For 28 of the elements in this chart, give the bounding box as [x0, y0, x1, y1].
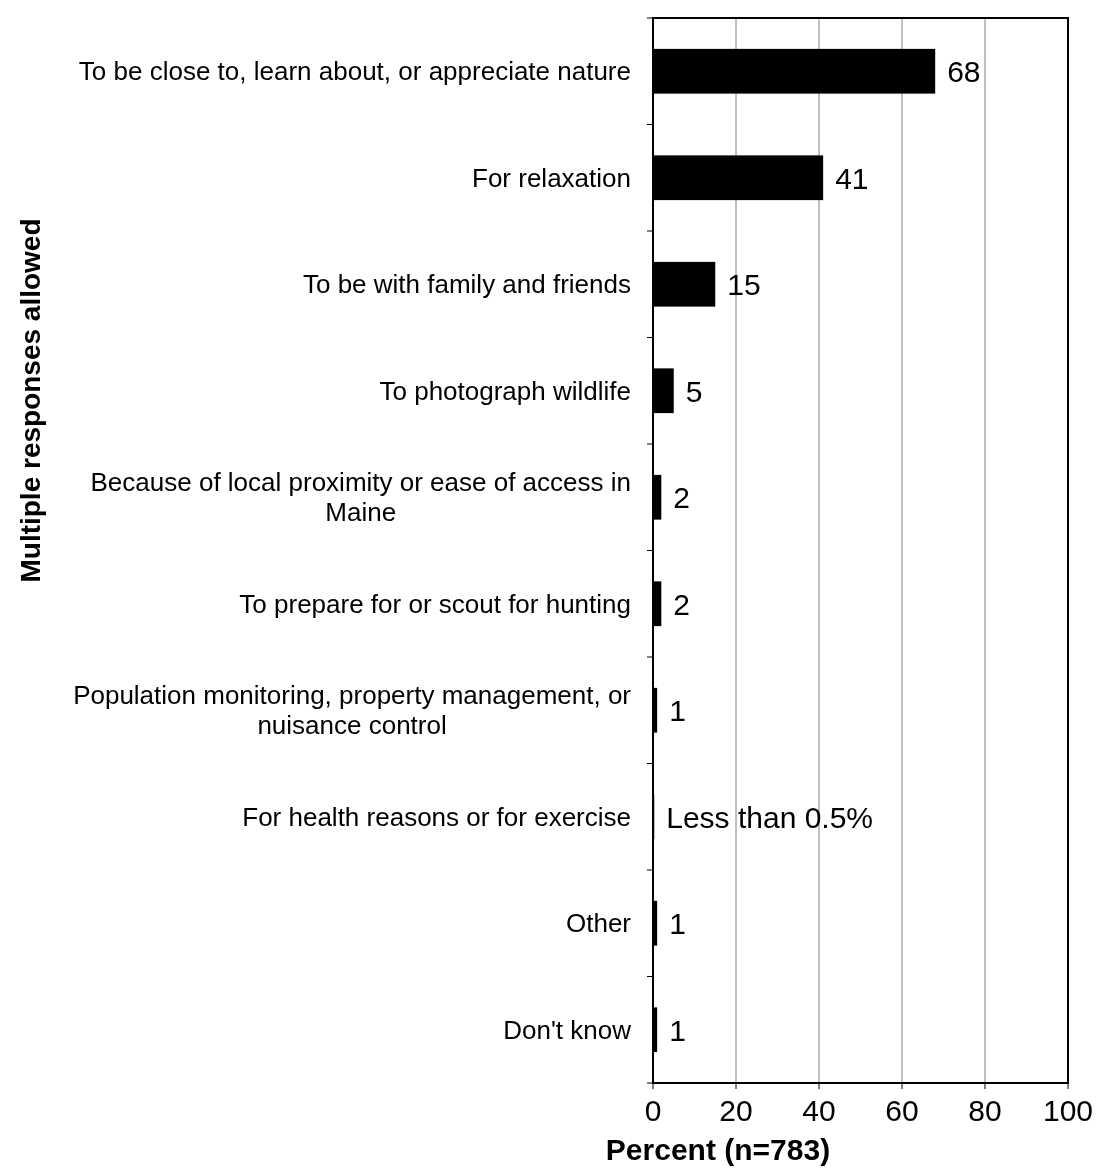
y-tick-label: Population monitoring, property management, or nuisance control: [73, 680, 632, 741]
data-label: Less than 0.5%: [666, 800, 874, 834]
y-axis-title: Multiple responses allowed: [15, 218, 46, 583]
data-label: 2: [673, 587, 690, 621]
y-tick-label: Because of local proximity or ease of access in Maine: [90, 467, 631, 528]
y-tick-label: To photograph wildlife: [379, 375, 631, 406]
x-tick-label: 100: [1042, 1094, 1094, 1127]
y-tick-label: For health reasons or for exercise: [242, 801, 631, 832]
x-tick-label: 20: [719, 1094, 753, 1127]
data-label: 5: [685, 374, 703, 408]
x-tick-label: 0: [644, 1094, 662, 1127]
x-axis-title: Percent (n=783): [605, 1133, 831, 1166]
y-tick-label: To be with family and friends: [302, 269, 631, 300]
data-label: 15: [727, 268, 761, 302]
data-label: 1: [669, 907, 686, 941]
y-tick-label: To be close to, learn about, or appreciate nature: [78, 56, 631, 87]
y-tick-label: Don't know: [503, 1014, 632, 1045]
y-tick-label: Other: [565, 908, 632, 939]
data-label: 41: [835, 161, 869, 195]
y-tick-label: To prepare for or scout for hunting: [239, 588, 631, 619]
x-tick-label: 40: [802, 1094, 836, 1127]
data-label: 1: [669, 1013, 686, 1047]
data-label: 1: [669, 694, 686, 728]
y-tick-label: For relaxation: [472, 162, 632, 193]
data-label: 68: [947, 55, 981, 89]
x-tick-label: 80: [968, 1094, 1002, 1127]
data-label: 2: [673, 481, 690, 515]
x-tick-label: 60: [885, 1094, 919, 1127]
